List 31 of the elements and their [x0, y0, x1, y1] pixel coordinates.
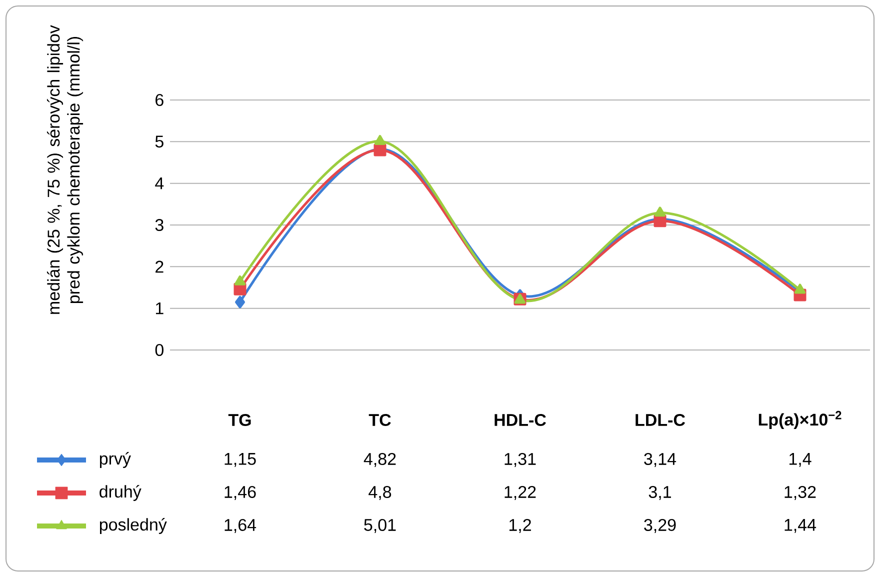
legend-label: druhý	[100, 484, 142, 502]
x-tick-label: LDL-C	[636, 414, 686, 426]
data-label: 5,01	[364, 518, 396, 534]
data-label: 1,15	[224, 453, 256, 467]
y-tick-label: 4	[155, 177, 164, 190]
legend-label: prvý	[100, 452, 131, 468]
x-tick-label: TC	[368, 414, 391, 426]
data-label: 3,1	[648, 486, 671, 500]
data-label: 1,46	[224, 486, 256, 500]
data-label: 1,64	[224, 518, 256, 534]
y-tick-label: 1	[156, 302, 164, 314]
x-tick-label: Lp(a)×10$^{−2}$	[758, 410, 842, 430]
data-label: 4,82	[364, 452, 396, 468]
data-label: 1,4	[789, 453, 812, 467]
y-axis-title: medián (25 %, 75 %) sérových lipidov pred cyklom chemoterapie (mmol/l)	[46, 25, 84, 314]
y-tick-label: 2	[156, 260, 164, 273]
legend-label: posledný	[100, 518, 167, 534]
data-label: 1,31	[504, 452, 536, 468]
data-label: 1,44	[784, 519, 816, 533]
data-label: 1,22	[504, 486, 536, 500]
data-label: 3,14	[644, 452, 676, 468]
x-tick-label: HDL-C	[494, 414, 546, 426]
data-label: 3,29	[644, 518, 676, 534]
x-tick-label: TG	[228, 414, 251, 426]
y-tick-label: 5	[155, 136, 164, 148]
y-tick-label: 0	[155, 344, 164, 356]
y-tick-label: 6	[156, 94, 164, 106]
y-tick-label: 3	[155, 218, 164, 232]
data-label: 1,32	[784, 486, 816, 500]
data-label: 4,8	[368, 486, 392, 500]
data-label: 1,2	[509, 518, 531, 534]
